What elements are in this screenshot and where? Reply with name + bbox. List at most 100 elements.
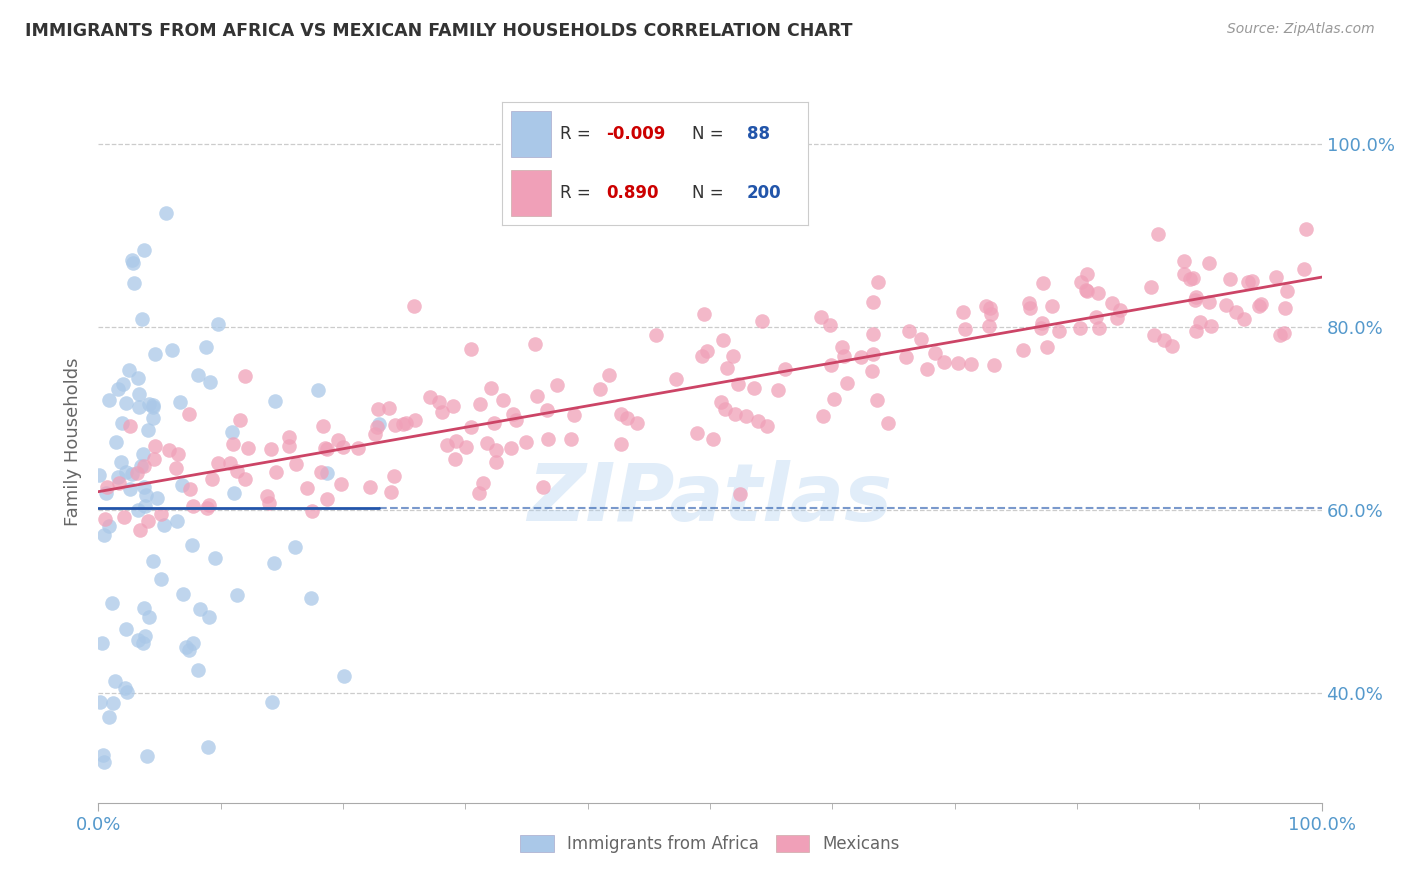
Point (402, 299, 425, 313)
Point (165, 461, 187, 475)
Point (709, 394, 731, 409)
Y-axis label: Family Households: Family Households (65, 358, 83, 525)
Point (1218, 272, 1240, 286)
Point (1295, 221, 1317, 235)
Point (835, 376, 858, 390)
Point (127, 633, 149, 648)
Point (188, 602, 211, 616)
Point (107, 470, 129, 484)
Point (134, 628, 156, 642)
Point (131, 635, 153, 649)
Point (93, 528, 115, 542)
Point (721, 349, 744, 363)
Point (692, 349, 714, 363)
Point (1109, 302, 1132, 317)
Point (505, 413, 527, 427)
Point (146, 491, 169, 506)
Point (367, 417, 389, 431)
Point (1198, 256, 1220, 270)
Point (810, 310, 832, 324)
Point (104, 674, 127, 689)
Point (832, 349, 855, 363)
Point (1105, 311, 1128, 326)
Point (894, 350, 917, 364)
Point (1173, 267, 1195, 281)
Point (382, 469, 405, 483)
Point (502, 408, 524, 422)
Point (610, 407, 633, 421)
Point (142, 452, 165, 467)
Point (1185, 290, 1208, 304)
Point (110, 455, 132, 469)
Point (589, 382, 612, 396)
Legend: Immigrants from Africa, Mexicans: Immigrants from Africa, Mexicans (513, 828, 907, 860)
Point (501, 441, 523, 455)
Point (1274, 301, 1296, 316)
Point (315, 442, 337, 457)
Point (114, 465, 136, 479)
Point (195, 500, 218, 515)
Point (610, 437, 633, 451)
Point (626, 416, 648, 430)
Point (181, 636, 204, 650)
Point (121, 253, 143, 268)
Point (1250, 297, 1272, 311)
Point (536, 402, 558, 417)
Point (818, 318, 841, 332)
Point (328, 433, 350, 447)
Point (114, 681, 136, 696)
Point (983, 358, 1005, 372)
Point (562, 408, 585, 422)
Point (222, 436, 245, 450)
Point (301, 504, 323, 518)
Point (122, 277, 145, 291)
Point (1032, 276, 1054, 290)
Point (278, 439, 301, 453)
Point (100, 596, 122, 610)
Point (560, 432, 582, 446)
Point (159, 443, 181, 458)
Point (187, 663, 209, 677)
Point (207, 318, 229, 332)
Point (1184, 293, 1206, 307)
Point (135, 488, 157, 502)
Point (136, 749, 159, 764)
Point (94, 486, 117, 500)
Point (862, 346, 884, 360)
Point (430, 405, 453, 419)
Point (485, 442, 508, 457)
Point (531, 480, 554, 494)
Point (1275, 284, 1298, 298)
Point (980, 307, 1002, 321)
Point (187, 368, 209, 382)
Point (278, 430, 301, 444)
Text: IMMIGRANTS FROM AFRICA VS MEXICAN FAMILY HOUSEHOLDS CORRELATION CHART: IMMIGRANTS FROM AFRICA VS MEXICAN FAMILY… (25, 22, 853, 40)
Point (515, 435, 537, 450)
Point (314, 442, 336, 456)
Point (1140, 280, 1163, 294)
Point (226, 464, 249, 478)
Point (312, 419, 335, 434)
Point (477, 436, 499, 450)
Point (380, 484, 402, 499)
Point (1294, 262, 1316, 277)
Point (1240, 274, 1263, 288)
Point (727, 376, 749, 391)
Point (766, 383, 789, 397)
Point (952, 304, 974, 318)
Point (112, 377, 135, 392)
Point (129, 458, 152, 473)
Point (295, 482, 318, 496)
Point (537, 432, 560, 446)
Point (257, 496, 280, 510)
Point (112, 509, 135, 524)
Point (222, 485, 245, 500)
Point (427, 395, 450, 409)
Point (121, 256, 143, 270)
Point (735, 409, 758, 423)
Point (131, 312, 153, 326)
Point (132, 458, 155, 473)
Point (128, 386, 150, 401)
Point (1268, 327, 1291, 342)
Point (170, 478, 193, 492)
